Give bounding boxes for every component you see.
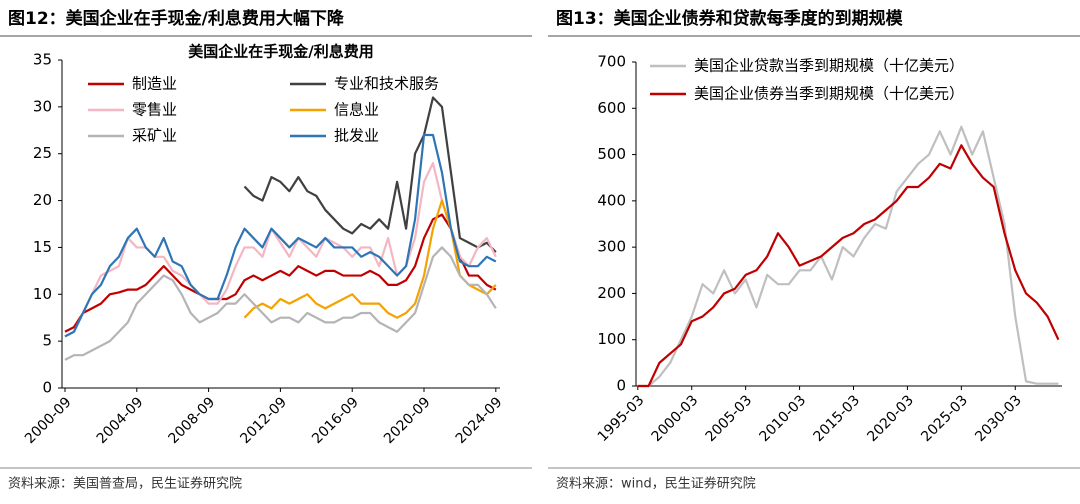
x-tick-label: 2015-03 [810,392,863,445]
y-tick-label: 25 [33,144,52,162]
y-tick-label: 0 [42,379,52,397]
y-tick-label: 10 [33,285,52,303]
legend-label: 制造业 [132,75,177,93]
y-tick-label: 600 [597,99,626,117]
x-tick-label: 2004-09 [94,394,147,447]
panel-title: 图12：美国企业在手现金/利息费用大幅下降 [8,8,345,29]
series-line [637,125,1059,388]
x-tick-label: 2030-03 [972,392,1025,445]
source-note: 资料来源：美国普查局，民生证券研究院 [8,476,242,492]
x-tick-label: 2020-09 [381,394,434,447]
x-tick-label: 2010-03 [757,392,810,445]
series-line [637,144,1060,388]
panel-title: 图13：美国企业债券和贷款每季度的到期规模 [556,8,904,29]
y-tick-label: 35 [33,51,52,69]
legend-label: 信息业 [334,101,379,119]
y-tick-label: 700 [597,53,626,71]
x-tick-label: 2012-09 [237,394,290,447]
series-line [64,213,497,333]
y-tick-label: 15 [33,238,52,256]
legend-label: 专业和技术服务 [334,75,439,93]
legend-label: 采矿业 [132,127,177,145]
x-tick-label: 2008-09 [166,394,219,447]
legend-label: 批发业 [334,127,379,145]
legend-label: 美国企业贷款当季到期规模（十亿美元） [694,57,964,75]
source-note: 资料来源：wind，民生证券研究院 [556,476,756,492]
y-tick-label: 300 [597,238,626,256]
x-tick-label: 2000-09 [22,394,75,447]
series-line [243,96,497,253]
x-tick-label: 2016-09 [309,394,362,447]
y-tick-label: 5 [42,332,52,350]
y-tick-label: 100 [597,330,626,348]
series-line [64,161,497,338]
chart-subtitle: 美国企业在手现金/利息费用 [188,43,373,61]
series-line [243,199,497,319]
y-tick-label: 0 [616,377,626,395]
x-tick-label: 2020-03 [864,392,917,445]
series-line [64,133,497,338]
y-tick-label: 400 [597,191,626,209]
x-tick-label: 2025-03 [918,392,971,445]
y-tick-label: 20 [33,191,52,209]
x-tick-label: 1995-03 [595,392,648,445]
legend-label: 美国企业债券当季到期规模（十亿美元） [694,85,964,103]
x-tick-label: 2005-03 [703,392,756,445]
y-tick-label: 200 [597,284,626,302]
legend-label: 零售业 [132,101,177,119]
x-tick-label: 2024-09 [453,394,506,447]
y-tick-label: 500 [597,145,626,163]
series-line [64,246,497,361]
x-tick-label: 2000-03 [649,392,702,445]
y-tick-label: 30 [33,97,52,115]
